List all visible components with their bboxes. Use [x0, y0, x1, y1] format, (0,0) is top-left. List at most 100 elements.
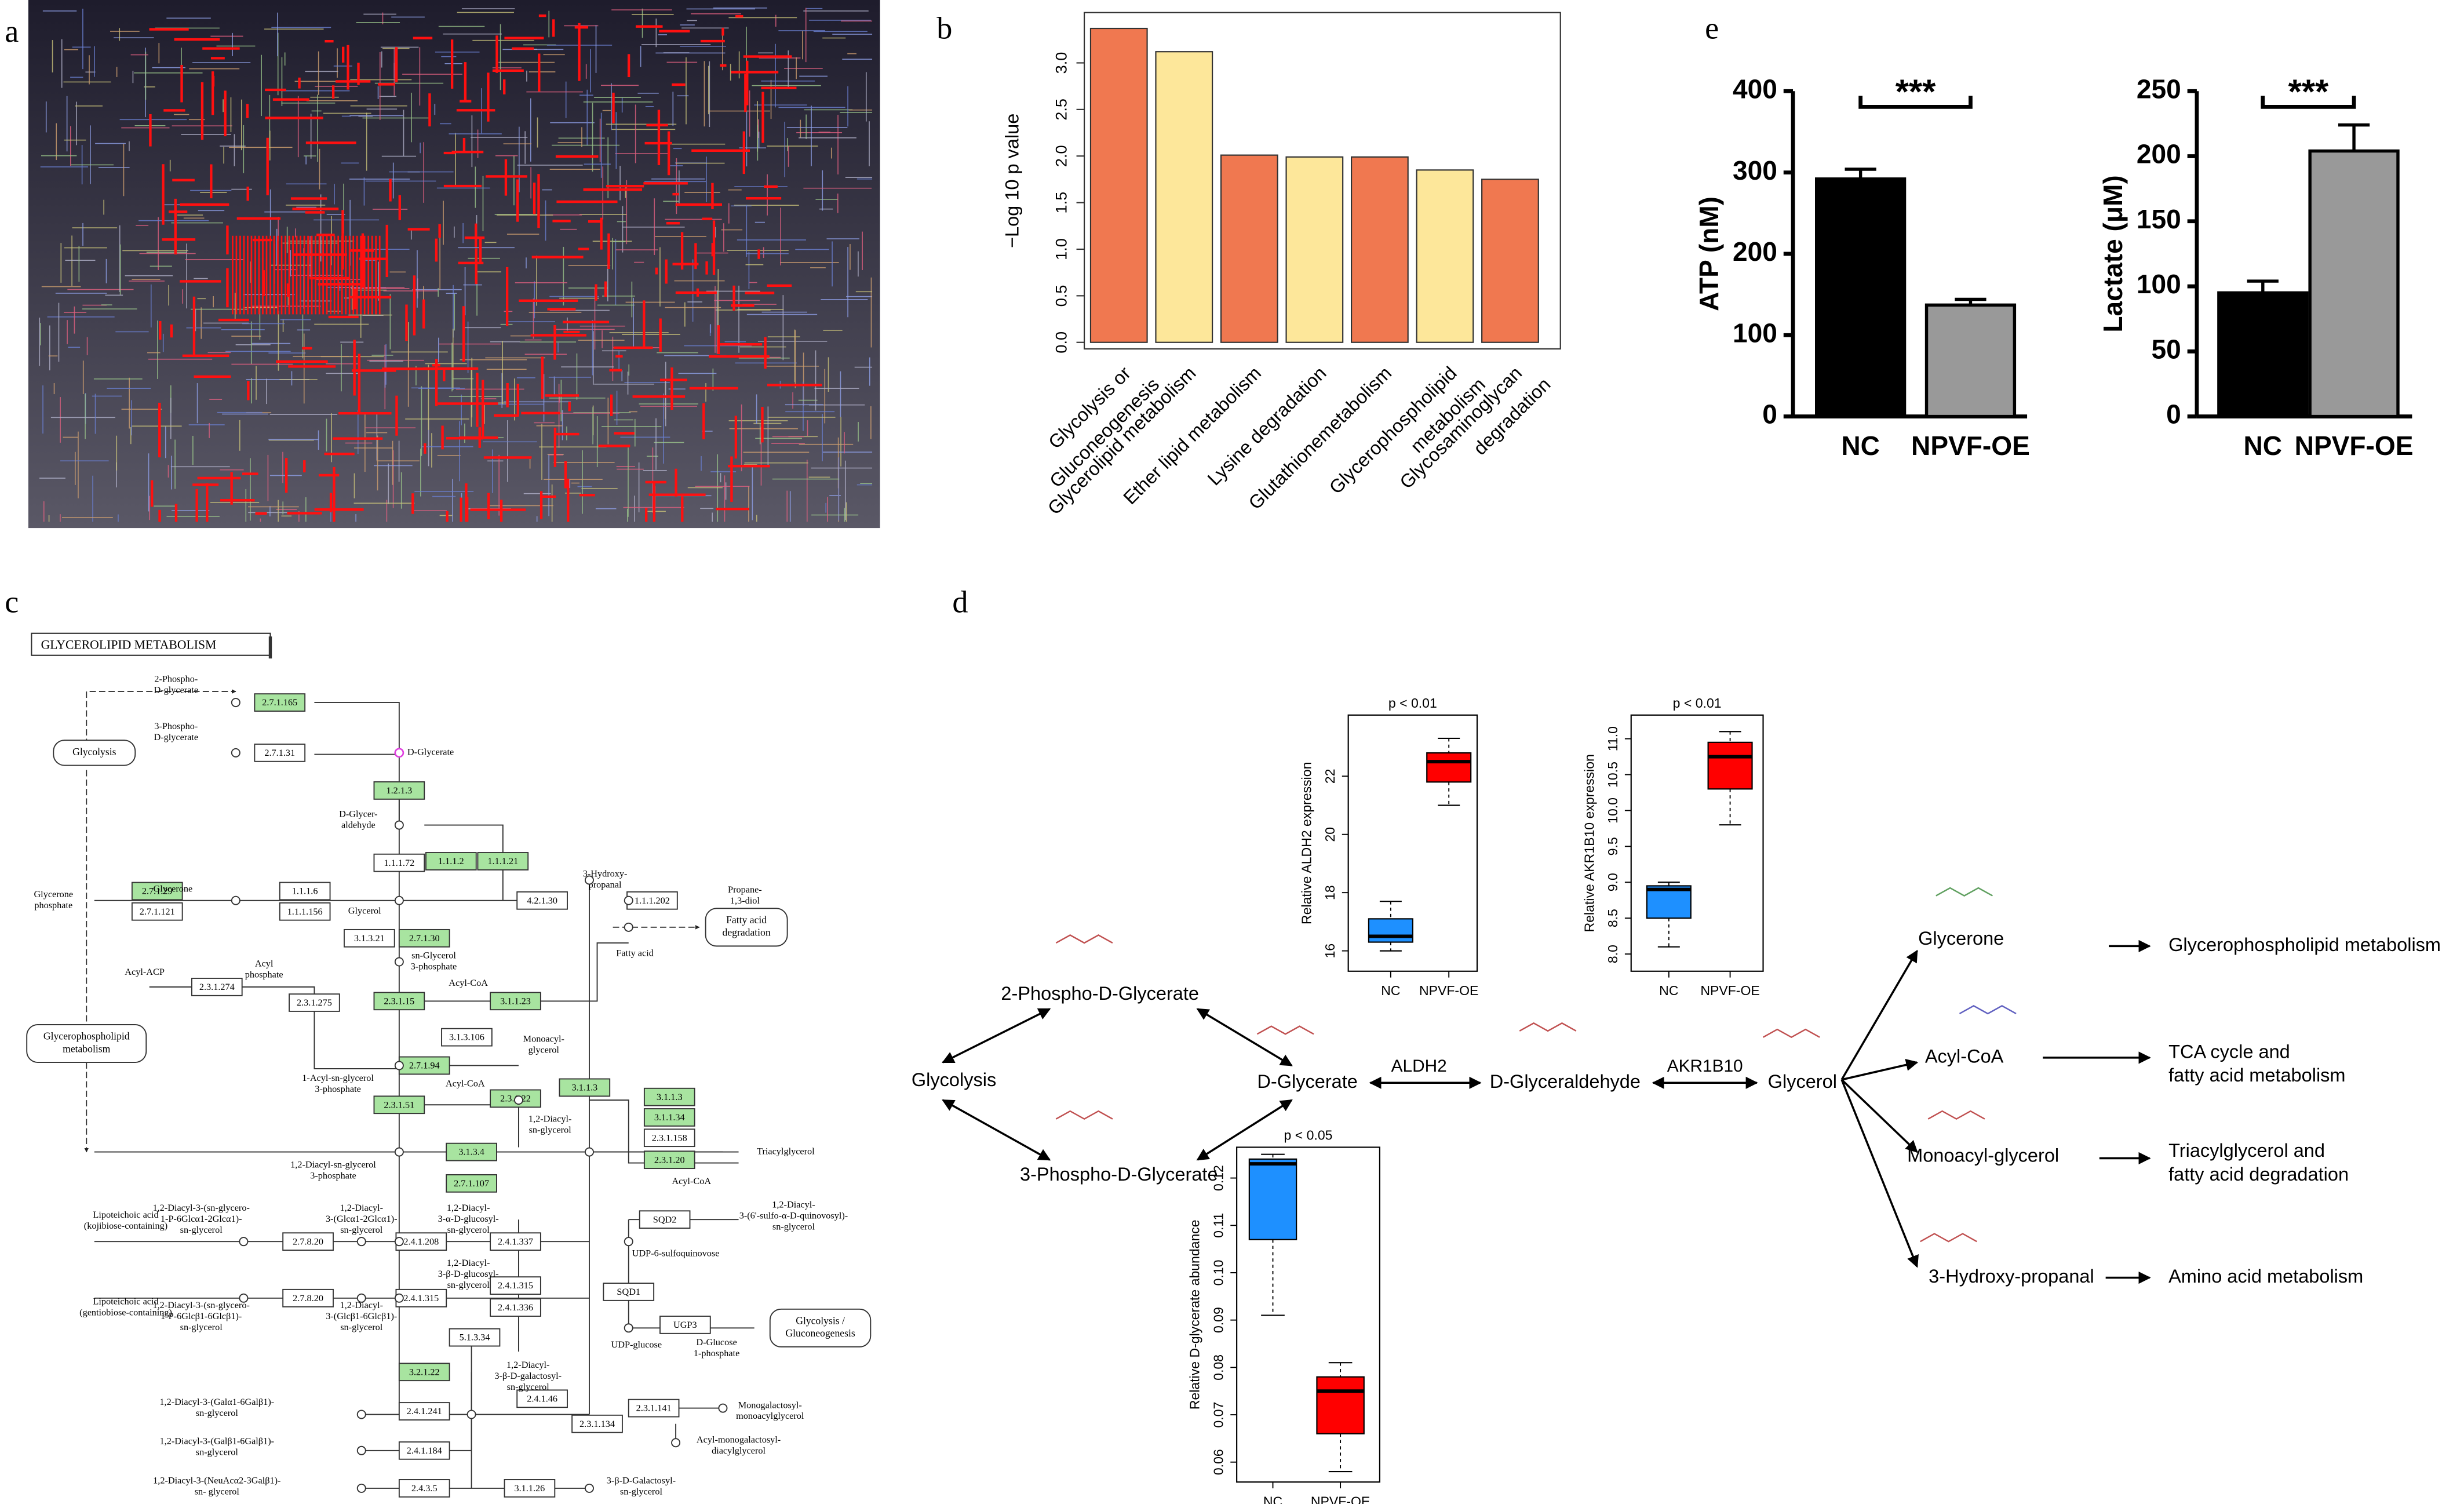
enzyme-box — [477, 852, 529, 871]
outcome-label: Amino acid metabolism — [2168, 1266, 2363, 1287]
bar — [1924, 303, 2017, 418]
enzyme-box — [279, 902, 331, 921]
enzyme-box — [559, 1078, 611, 1097]
compound-label: Monogalactosyl- — [738, 1400, 802, 1410]
enzyme-label: 2.7.1.29 — [142, 886, 173, 897]
compound-node — [394, 1237, 404, 1247]
enzyme-box — [131, 902, 183, 921]
compound-label: Acyl-CoA — [446, 1079, 485, 1089]
pathway-edge — [314, 702, 400, 753]
enzyme-box — [441, 1028, 493, 1047]
enzyme-label: 2.4.1.315 — [498, 1280, 533, 1291]
compound-label: glycerol — [528, 1044, 560, 1055]
compound-node — [513, 1095, 523, 1105]
module-box — [769, 1308, 872, 1348]
enzyme-label: 2.3.1.274 — [199, 982, 235, 992]
compound-label: propanal — [589, 880, 622, 890]
metabolite-label: Glycerone — [1918, 928, 2004, 949]
enzyme-label: 2.4.1.336 — [498, 1302, 533, 1313]
compound-label: 3-Phospho- — [154, 721, 198, 731]
pathway-title-box — [31, 632, 271, 656]
significance-bracket — [1858, 96, 1973, 109]
compound-label: D-Glycerate — [407, 747, 454, 758]
enzyme-box — [446, 1174, 497, 1193]
compound-label: 1,2-Diacyl-3-(sn-glycero- — [152, 1203, 249, 1213]
y-tick-label: 0 — [1762, 399, 1777, 429]
bar — [1285, 156, 1344, 343]
compound-label: sn-glycerol — [196, 1447, 239, 1458]
compound-label: sn-glycerol — [180, 1225, 223, 1235]
enzyme-box — [425, 852, 477, 871]
enzyme-box — [131, 882, 183, 901]
enzyme-label: 3.1.1.23 — [500, 996, 531, 1006]
compound-label: 3-Hydroxy- — [583, 869, 628, 879]
y-tick-label: 20 — [1322, 827, 1337, 842]
bar — [1220, 154, 1278, 343]
enzyme-box — [398, 1402, 450, 1421]
enzyme-label: 2.7.1.94 — [409, 1061, 440, 1071]
compound-label: 1,2-Diacyl- — [340, 1300, 383, 1310]
y-tick-label: 9.0 — [1605, 873, 1620, 891]
enzyme-label: 1.1.1.202 — [635, 895, 670, 906]
outcome-label: fatty acid metabolism — [2168, 1065, 2345, 1086]
enzyme-label: 3.1.1.3 — [657, 1092, 683, 1102]
enzyme-box — [490, 1276, 541, 1295]
metabolite-label: 2-Phospho-D-Glycerate — [1001, 983, 1199, 1004]
enzyme-box — [343, 928, 395, 948]
compound-label: 3-β-D-glucosyl- — [438, 1269, 499, 1279]
compound-label: Glycerone — [154, 883, 193, 894]
plot-frame — [1630, 714, 1764, 972]
compound-node — [239, 1237, 249, 1247]
molecule-sketch — [1959, 1005, 2017, 1015]
y-tick-label: 0.06 — [1211, 1449, 1226, 1475]
compound-label: sn-glycerol — [620, 1486, 663, 1496]
compound-label: aldehyde — [341, 820, 376, 831]
enzyme-box — [490, 992, 541, 1011]
enzyme-box — [373, 992, 425, 1011]
enzyme-label: 3.2.1.22 — [409, 1367, 440, 1377]
compound-label: Glycerol — [348, 905, 381, 916]
y-tick-label: 50 — [2152, 334, 2181, 364]
compound-label: sn-glycerol — [447, 1225, 490, 1235]
molecule-sketch — [1256, 1025, 1314, 1035]
compound-label: 1,2-Diacyl- — [447, 1203, 490, 1213]
compound-label: sn-glycerol — [507, 1382, 550, 1392]
compound-label: Triacylglycerol — [757, 1146, 815, 1156]
y-tick-label: 1.0 — [1052, 238, 1070, 260]
compound-node — [394, 1061, 404, 1070]
pathway-arrow — [1196, 1099, 1293, 1161]
module-box — [53, 740, 136, 766]
enzyme-box — [504, 1479, 556, 1498]
enzyme-label: 2.3.1.20 — [654, 1155, 685, 1165]
x-tick-label: NC — [1381, 983, 1400, 998]
outcome-label: TCA cycle and — [2168, 1041, 2290, 1062]
enzyme-box — [446, 1142, 497, 1161]
module-box — [26, 1024, 147, 1063]
compound-label: 3-phosphate — [310, 1170, 356, 1181]
y-tick-label: 10.0 — [1605, 797, 1620, 824]
compound-label: 1,2-Diacyl-sn-glycerol — [290, 1159, 376, 1170]
compound-node — [584, 1147, 594, 1157]
x-tick-label: NPVF-OE — [1911, 431, 2030, 461]
compound-label: Acyl-CoA — [672, 1176, 711, 1186]
compound-label: 3-(6'-sulfo-α-D-quinovosyl)- — [739, 1211, 848, 1221]
compound-label: 1,2-Diacyl-3-(Galβ1-6Galβ1)- — [160, 1436, 274, 1447]
enzyme-label: 2.7.8.20 — [293, 1236, 323, 1247]
compound-node — [231, 698, 240, 708]
compound-node — [718, 1403, 728, 1413]
pathway-arrow — [942, 1008, 1051, 1064]
bar — [1481, 179, 1539, 343]
molecule-sketch — [1055, 934, 1113, 944]
pathway-edge — [424, 824, 504, 901]
y-axis-label: Relative ALDH2 expression — [1299, 762, 1314, 924]
enzyme-box — [516, 891, 568, 910]
metabolite-label: Acyl-CoA — [1925, 1046, 2004, 1066]
compound-node — [394, 895, 404, 905]
compound-node — [466, 1410, 476, 1419]
compound-label: 1,2-Diacyl- — [447, 1258, 490, 1268]
enzyme-box — [449, 1328, 501, 1347]
y-tick-label: 150 — [2137, 204, 2181, 234]
module-label: Glycerophospholipid — [43, 1030, 130, 1042]
x-tick-label: NC — [2244, 431, 2283, 461]
enzyme-label: 2.7.1.31 — [264, 748, 295, 758]
